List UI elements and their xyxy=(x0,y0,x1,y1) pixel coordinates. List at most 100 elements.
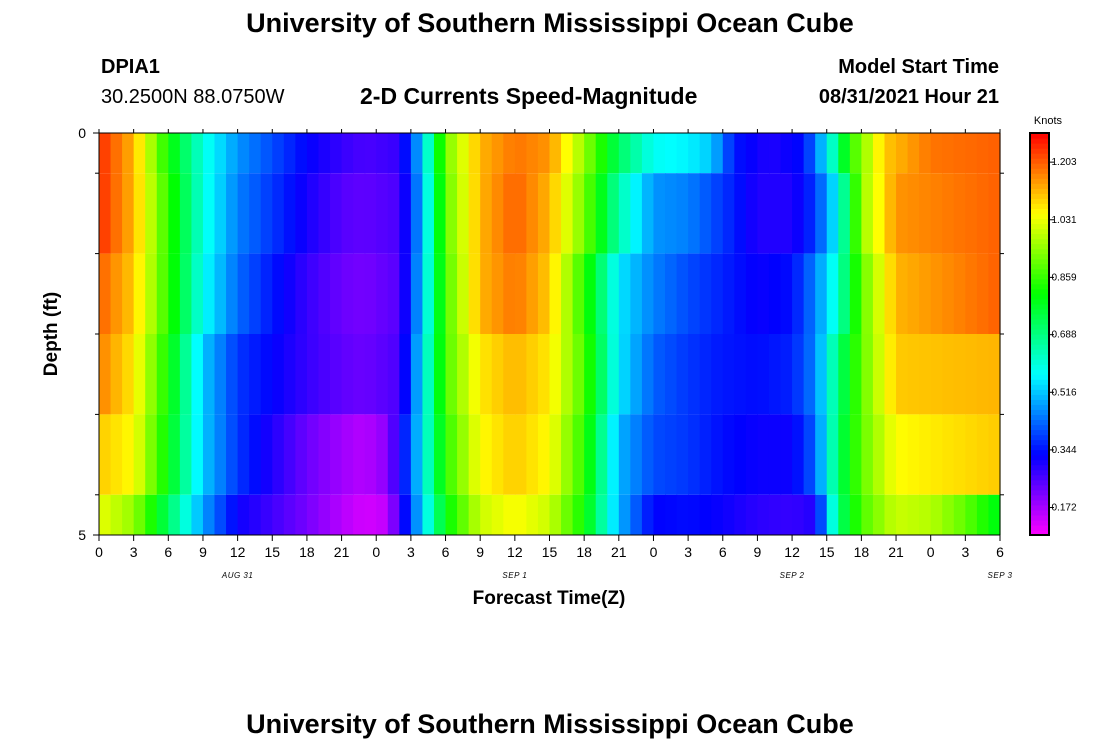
heatmap-cell-band2-h50 xyxy=(676,253,689,334)
heatmap-cell-band0-h22 xyxy=(353,133,366,174)
heatmap-cell-band4-h35 xyxy=(503,414,516,495)
heatmap-cell-band1-h18 xyxy=(306,173,320,254)
colorbar-strip-33 xyxy=(1030,364,1049,370)
heatmap-cell-band3-h77 xyxy=(988,334,1001,415)
heatmap-cell-band2-h54 xyxy=(722,253,735,334)
heatmap-cell-band2-h43 xyxy=(595,253,608,334)
heatmap-cell-band3-h74 xyxy=(953,334,966,415)
heatmap-cell-band4-h12 xyxy=(237,414,250,495)
heatmap-cell-band4-h41 xyxy=(572,414,585,495)
heatmap-cell-band3-h38 xyxy=(537,334,551,415)
heatmap-cell-band1-h31 xyxy=(457,173,470,254)
heatmap-cell-band4-h45 xyxy=(618,414,631,495)
heatmap-cell-band4-h6 xyxy=(168,414,181,495)
heatmap-cell-band2-h5 xyxy=(156,253,169,334)
heatmap-cell-band0-h30 xyxy=(445,133,458,174)
heatmap-cell-band3-h52 xyxy=(699,334,712,415)
colorbar-tick-label-0: 1.203 xyxy=(1051,157,1076,168)
heatmap-cell-band1-h30 xyxy=(445,173,458,254)
heatmap-cell-band1-h13 xyxy=(249,173,262,254)
colorbar-strip-62 xyxy=(1030,218,1049,225)
colorbar-strip-4 xyxy=(1030,509,1049,516)
colorbar-strip-9 xyxy=(1030,484,1049,491)
heatmap-cell-band5-h65 xyxy=(849,494,862,535)
heatmap-cell-band4-h44 xyxy=(607,414,620,495)
heatmap-cell-band1-h1 xyxy=(110,173,123,254)
heatmap-cell-band5-h34 xyxy=(491,494,504,535)
heatmap-cell-band2-h70 xyxy=(907,253,920,334)
page-title: University of Southern Mississippi Ocean… xyxy=(246,8,854,38)
heatmap-cell-band1-h50 xyxy=(676,173,689,254)
heatmap-cell-band0-h46 xyxy=(630,133,643,174)
heatmap-cell-band5-h46 xyxy=(630,494,643,535)
heatmap-cell-band4-h18 xyxy=(306,414,320,495)
heatmap-cell-band3-h13 xyxy=(249,334,262,415)
colorbar-strip-18 xyxy=(1030,439,1049,446)
chart-subtitle: 2-D Currents Speed-Magnitude xyxy=(360,83,698,109)
heatmap-cell-band1-h56 xyxy=(745,173,759,254)
heatmap-cell-band5-h3 xyxy=(133,494,146,535)
heatmap-cell-band2-h37 xyxy=(526,253,539,334)
colorbar-strip-36 xyxy=(1030,349,1049,355)
heatmap-cell-band5-h8 xyxy=(191,494,204,535)
heatmap-cell-band1-h21 xyxy=(341,173,354,254)
heatmap-cell-band5-h74 xyxy=(953,494,966,535)
heatmap-cell-band2-h53 xyxy=(711,253,724,334)
colorbar-strip-73 xyxy=(1030,163,1049,169)
heatmap-cell-band3-h46 xyxy=(630,334,643,415)
heatmap-cell-band5-h57 xyxy=(757,494,770,535)
heatmap-cell-band4-h30 xyxy=(445,414,458,495)
heatmap-cell-band4-h20 xyxy=(330,414,343,495)
heatmap-cell-band3-h22 xyxy=(353,334,366,415)
heatmap-cell-band2-h22 xyxy=(353,253,366,334)
heatmap-cell-band3-h69 xyxy=(896,334,909,415)
colorbar-strip-21 xyxy=(1030,424,1049,431)
heatmap-cell-band4-h55 xyxy=(734,414,747,495)
station-coordinates: 30.2500N 88.0750W xyxy=(101,86,285,108)
heatmap-cell-band5-h40 xyxy=(561,494,574,535)
footer-title: University of Southern Mississippi Ocean… xyxy=(246,709,854,739)
colorbar-strip-46 xyxy=(1030,298,1049,305)
colorbar-tick-label-5: 0.344 xyxy=(1051,445,1076,456)
heatmap-cell-band2-h45 xyxy=(618,253,631,334)
heatmap-cell-band3-h30 xyxy=(445,334,458,415)
heatmap-cell-band5-h50 xyxy=(676,494,689,535)
heatmap-cell-band2-h13 xyxy=(249,253,262,334)
colorbar-strip-0 xyxy=(1030,529,1049,536)
heatmap-cell-band3-h63 xyxy=(826,334,839,415)
heatmap-cell-band0-h37 xyxy=(526,133,539,174)
heatmap-cell-band5-h37 xyxy=(526,494,539,535)
heatmap-cell-band4-h61 xyxy=(803,414,816,495)
heatmap-cell-band4-h53 xyxy=(711,414,724,495)
heatmap-cell-band5-h77 xyxy=(988,494,1001,535)
heatmap-cell-band0-h69 xyxy=(896,133,909,174)
heatmap-cell-band3-h24 xyxy=(376,334,389,415)
heatmap-cell-band4-h17 xyxy=(295,414,308,495)
heatmap-cell-band4-h43 xyxy=(595,414,608,495)
heatmap-cell-band4-h2 xyxy=(122,414,135,495)
colorbar-strip-5 xyxy=(1030,504,1049,511)
heatmap-cell-band3-h27 xyxy=(410,334,424,415)
heatmap-cell-band4-h38 xyxy=(537,414,551,495)
heatmap-cell-band0-h72 xyxy=(930,133,943,174)
heatmap-cell-band5-h52 xyxy=(699,494,712,535)
heatmap-cell-band0-h64 xyxy=(838,133,851,174)
heatmap-cell-band0-h42 xyxy=(584,133,597,174)
heatmap-cell-band3-h41 xyxy=(572,334,585,415)
heatmap-cell-band3-h15 xyxy=(272,334,285,415)
colorbar-strip-22 xyxy=(1030,419,1049,426)
heatmap-cell-band1-h39 xyxy=(549,173,562,254)
heatmap-cell-band4-h51 xyxy=(688,414,701,495)
heatmap-cell-band5-h35 xyxy=(503,494,516,535)
heatmap-cell-band0-h61 xyxy=(803,133,816,174)
heatmap-cell-band5-h62 xyxy=(815,494,828,535)
heatmap-cell-band2-h75 xyxy=(965,253,978,334)
heatmap-cell-band2-h30 xyxy=(445,253,458,334)
heatmap-cell-band3-h23 xyxy=(364,334,377,415)
heatmap-cell-band3-h37 xyxy=(526,334,539,415)
heatmap-cell-band1-h23 xyxy=(364,173,377,254)
heatmap-cell-band5-h45 xyxy=(618,494,631,535)
heatmap-cell-band3-h70 xyxy=(907,334,920,415)
heatmap-cell-band0-h26 xyxy=(399,133,412,174)
heatmap-cell-band5-h61 xyxy=(803,494,816,535)
